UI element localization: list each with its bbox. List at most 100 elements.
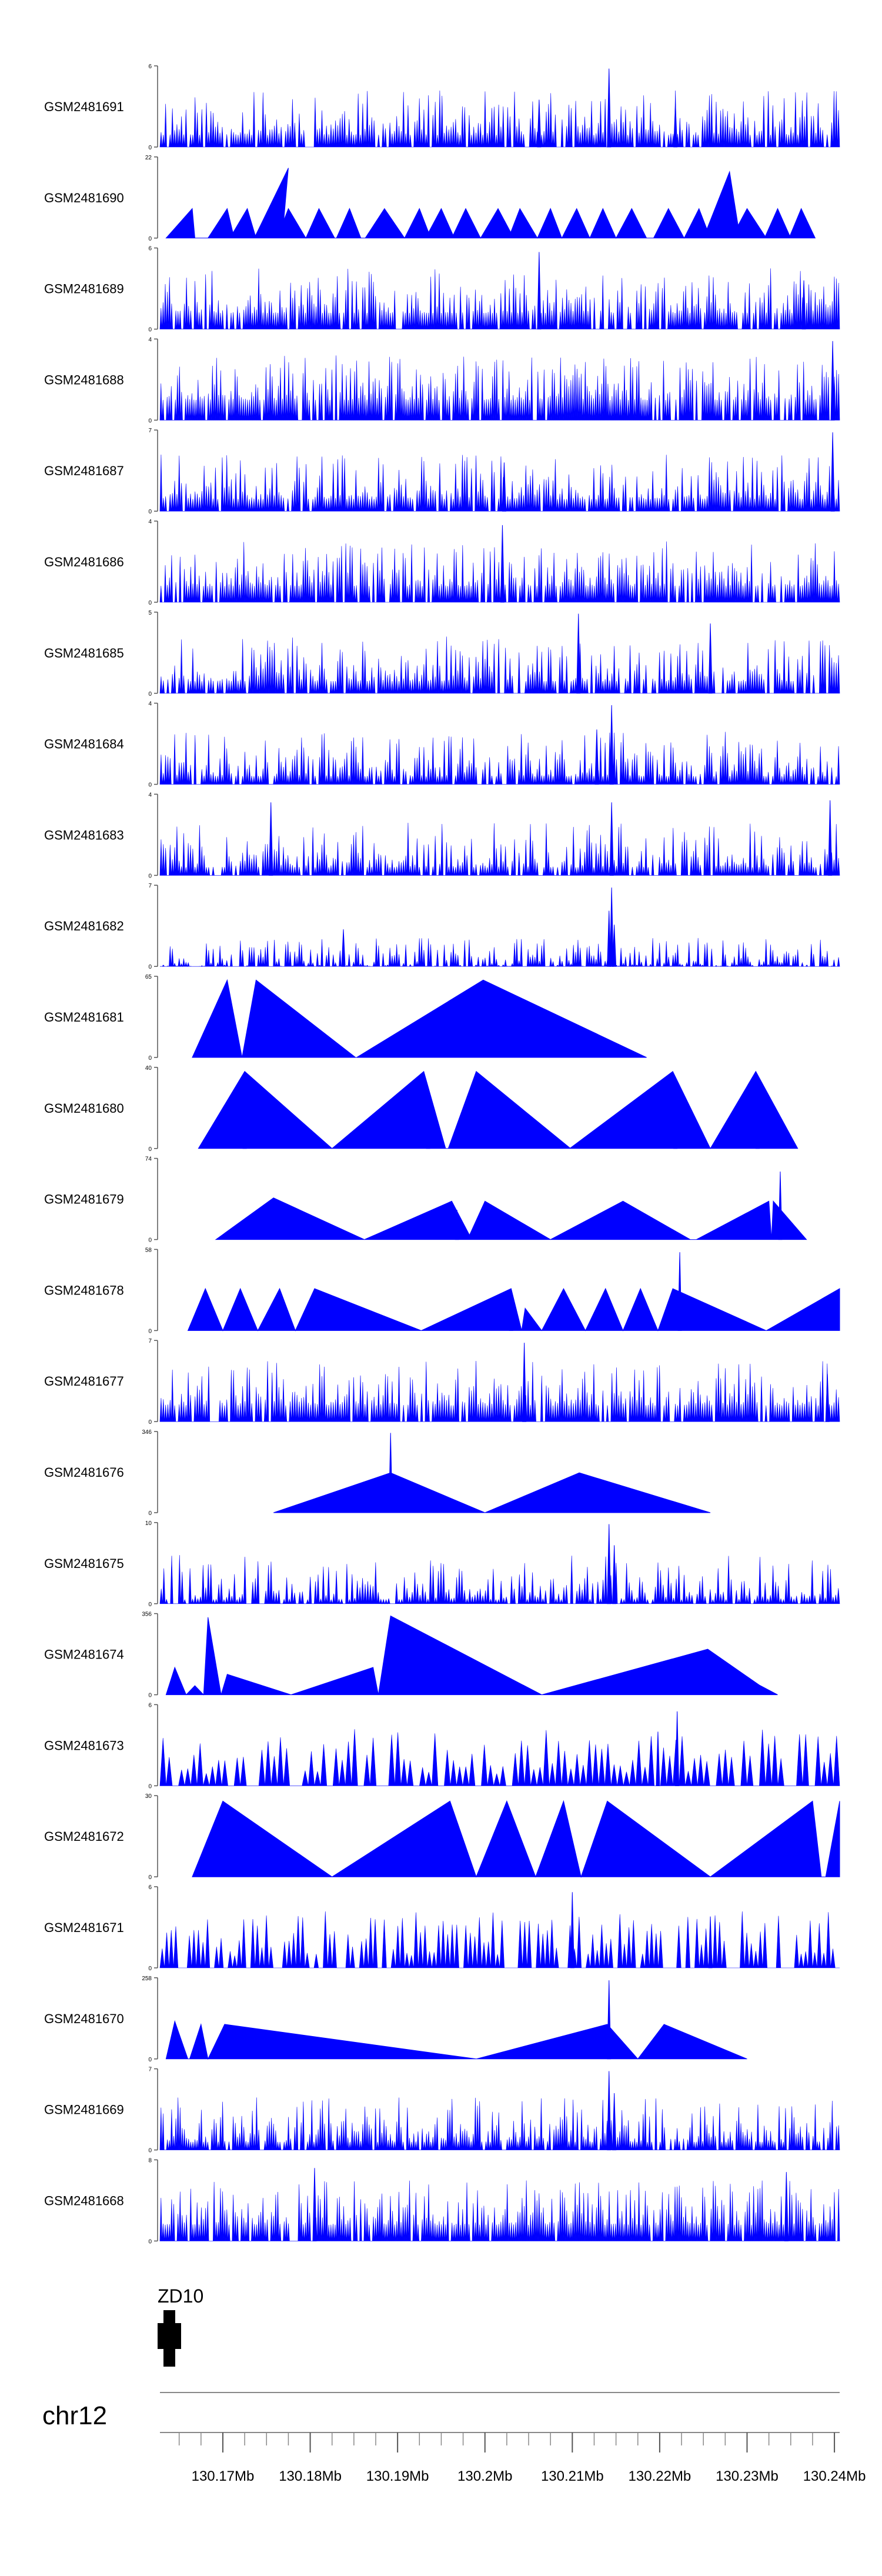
signal-area [159,1555,840,1604]
signal-area [159,541,840,603]
signal-spike [388,1433,393,1513]
y-min-label: 0 [148,600,152,606]
track-label: GSM2481688 [44,372,124,387]
track-label: GSM2481669 [44,2103,124,2117]
signal-spike [612,2093,617,2151]
signal-area [159,1729,840,1786]
track-GSM2481673: GSM2481673 6 0 [44,1702,840,1790]
signal-spike [830,432,835,512]
track-GSM2481669: GSM2481669 7 0 [44,2067,840,2154]
track-label: GSM2481690 [44,191,124,205]
axis-tick-label: 130.23Mb [716,2468,779,2484]
track-GSM2481685: GSM2481685 5 0 [44,610,840,698]
signal-spike [594,729,599,785]
track-label: GSM2481684 [44,737,124,752]
gene-glyph [158,2310,181,2367]
y-max-label: 22 [145,155,152,161]
signal-spike [576,613,581,694]
track-GSM2481691: GSM2481691 6 0 [44,64,840,151]
signal-area [165,1615,778,1696]
track-label: GSM2481677 [44,1374,124,1389]
y-max-label: 4 [148,519,152,525]
signal-spike [607,910,612,967]
y-min-label: 0 [148,873,152,879]
axis-tick-label: 130.19Mb [366,2468,429,2484]
signal-area [165,2020,747,2060]
track-GSM2481684: GSM2481684 4 0 [44,701,840,789]
signal-spike [242,1093,247,1149]
axis-major-ticks: 130.17Mb 130.18Mb 130.19Mb 130.2Mb 130.21Mb 1… [192,2432,866,2484]
track-label: GSM2481668 [44,2193,124,2208]
y-min-label: 0 [148,1328,152,1334]
track-GSM2481690: GSM2481690 22 0 [44,155,816,242]
signal-spike [607,1980,612,2060]
track-GSM2481671: GSM2481671 6 0 [44,1884,840,1972]
track-label: GSM2481670 [44,2011,124,2026]
track-label: GSM2481674 [44,1647,124,1662]
signal-spike [801,280,806,330]
signal-spike [675,1711,680,1786]
signal-spike [607,2071,612,2151]
signal-spike [537,252,542,330]
y-min-label: 0 [148,509,152,515]
y-min-label: 0 [148,1419,152,1426]
y-max-label: 6 [148,1702,152,1709]
y-min-label: 0 [148,1510,152,1517]
track-GSM2481676: GSM2481676 346 0 [44,1429,711,1517]
signal-spike [609,887,614,967]
axis-tick-label: 130.18Mb [279,2468,342,2484]
y-max-label: 7 [148,1338,152,1344]
y-max-label: 4 [148,336,152,343]
signal-area [215,1197,807,1240]
track-GSM2481688: GSM2481688 4 0 [44,336,840,424]
axis-tick-label: 130.17Mb [192,2468,255,2484]
track-GSM2481686: GSM2481686 4 0 [44,519,840,606]
y-min-label: 0 [148,1237,152,1244]
y-min-label: 0 [148,1146,152,1153]
signal-area [192,1800,840,1878]
y-max-label: 7 [148,428,152,434]
signal-spike [708,1916,713,1968]
y-min-label: 0 [148,782,152,789]
track-GSM2481689: GSM2481689 6 0 [44,246,840,333]
track-label: GSM2481689 [44,282,124,296]
track-label: GSM2481675 [44,1556,124,1571]
signal-area [159,937,840,967]
signal-spike [609,705,614,785]
signal-area [159,355,840,421]
y-max-label: 346 [142,1429,152,1436]
signal-area [273,1472,711,1513]
gene-track: ZD10 [158,2285,203,2367]
y-min-label: 0 [148,1966,152,1972]
track-GSM2481678: GSM2481678 58 0 [44,1247,840,1334]
y-min-label: 0 [148,327,152,333]
y-min-label: 0 [148,1874,152,1881]
y-max-label: 7 [148,883,152,889]
track-label: GSM2481685 [44,646,124,660]
y-max-label: 6 [148,246,152,252]
signal-spike [570,1892,574,1968]
signal-area [165,168,816,239]
signal-spike [677,1252,682,1331]
track-label: GSM2481672 [44,1829,124,1844]
y-min-label: 0 [148,2238,152,2245]
y-min-label: 0 [148,145,152,151]
signal-spike [612,925,617,967]
y-max-label: 258 [142,1976,152,1982]
y-min-label: 0 [148,2148,152,2154]
track-GSM2481670: GSM2481670 258 0 [44,1976,747,2063]
y-max-label: 6 [148,64,152,70]
y-max-label: 356 [142,1611,152,1618]
signal-spike [778,1171,783,1240]
y-max-label: 5 [148,610,152,616]
track-label: GSM2481682 [44,919,124,933]
signal-area [187,1287,840,1332]
signal-spike [656,1731,660,1786]
signal-spike [825,1374,830,1422]
genome-axis: chr12 130.17Mb 130.18Mb 130.19Mb 130.2Mb 130… [42,2392,866,2484]
data-tracks: GSM248169160GSM2481690220GSM248168960GSM… [44,64,840,2245]
track-label: GSM2481678 [44,1283,124,1297]
signal-area [159,636,840,694]
track-GSM2481677: GSM2481677 7 0 [44,1338,840,1426]
track-GSM2481675: GSM2481675 10 0 [44,1520,840,1608]
